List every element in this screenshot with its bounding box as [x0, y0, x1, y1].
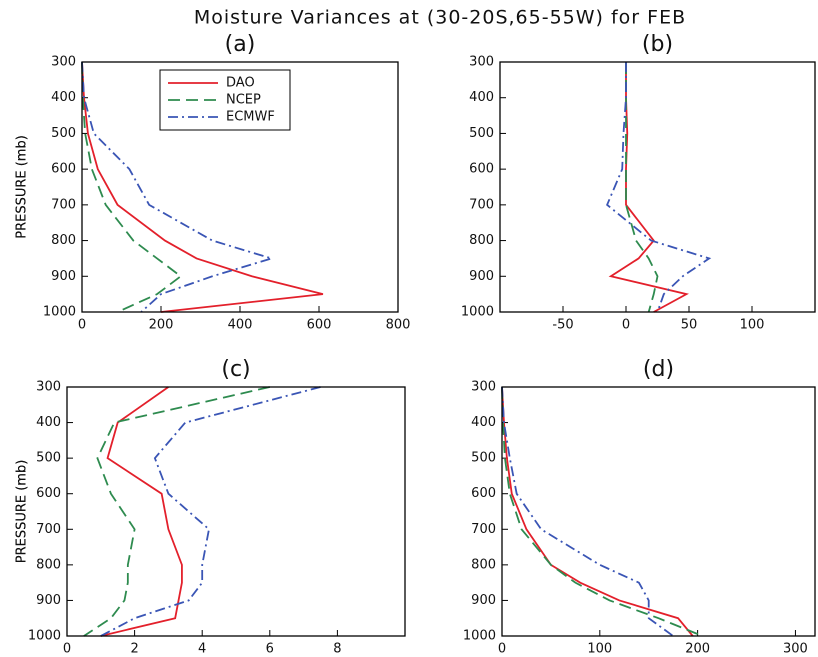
y-tick-label: 900 [469, 269, 494, 284]
plot-frame [66, 386, 406, 637]
y-tick-label: 400 [469, 90, 494, 105]
y-tick-label: 900 [51, 269, 76, 284]
x-tick-label: 0 [78, 318, 86, 333]
data-line [606, 62, 712, 313]
y-axis-label: PRESSURE (mb) [15, 135, 30, 239]
x-tick-label: 200 [685, 642, 710, 657]
y-tick-label: 500 [469, 126, 494, 141]
y-tick-label: 400 [36, 415, 61, 430]
x-tick-label: 200 [149, 318, 174, 333]
data-line [100, 386, 321, 637]
panel-label: (b) [642, 32, 673, 57]
y-tick-label: 1000 [43, 305, 76, 320]
y-tick-label: 500 [36, 451, 61, 466]
plot-frame [81, 61, 399, 313]
chart-title: Moisture Variances at (30-20S,65-55W) fo… [194, 7, 686, 29]
y-axis-label: PRESSURE (mb) [15, 460, 30, 564]
y-tick-label: 1000 [461, 305, 494, 320]
x-tick-label: 0 [63, 642, 71, 657]
x-tick-label: 300 [783, 642, 808, 657]
y-tick-label: 700 [36, 522, 61, 537]
legend-box [159, 69, 291, 131]
y-tick-label: 400 [471, 415, 496, 430]
x-tick-label: 100 [740, 318, 765, 333]
y-tick-label: 700 [469, 197, 494, 212]
data-line [501, 386, 703, 637]
data-line [83, 386, 271, 637]
y-tick-label: 800 [51, 233, 76, 248]
y-tick-label: 600 [51, 162, 76, 177]
y-tick-label: 600 [36, 486, 61, 501]
y-tick-label: 1000 [463, 629, 496, 644]
y-tick-label: 400 [51, 90, 76, 105]
x-tick-label: 4 [198, 642, 206, 657]
y-tick-label: 600 [471, 486, 496, 501]
y-tick-label: 300 [51, 55, 76, 70]
data-line [501, 386, 674, 637]
x-tick-label: 800 [386, 318, 411, 333]
legend-label: DAO [226, 76, 255, 91]
data-line [608, 62, 689, 313]
x-tick-label: 8 [333, 642, 341, 657]
y-tick-label: 500 [471, 451, 496, 466]
x-tick-label: 0 [498, 642, 506, 657]
y-tick-label: 900 [471, 593, 496, 608]
panel-label: (a) [225, 32, 256, 57]
data-line [81, 61, 183, 313]
data-line [625, 62, 659, 313]
data-line [100, 386, 183, 637]
y-tick-label: 1000 [28, 629, 61, 644]
y-axis-label: PRESSURE (mb) [15, 460, 30, 564]
plot-frame [499, 61, 816, 313]
x-tick-label: 100 [587, 642, 612, 657]
y-tick-label: 700 [471, 522, 496, 537]
x-tick-label: 2 [130, 642, 138, 657]
y-tick-label: 300 [469, 55, 494, 70]
y-tick-label: 300 [36, 380, 61, 395]
y-tick-label: 600 [469, 162, 494, 177]
x-tick-label: 600 [307, 318, 332, 333]
data-line [81, 61, 275, 313]
x-tick-label: 0 [622, 318, 630, 333]
data-line [501, 386, 694, 637]
legend-label: NCEP [226, 93, 261, 108]
y-tick-label: 500 [51, 126, 76, 141]
x-tick-label: 50 [681, 318, 698, 333]
plot-frame [501, 386, 816, 637]
y-tick-label: 800 [36, 557, 61, 572]
legend-label: ECMWF [226, 110, 275, 125]
y-tick-label: 700 [51, 197, 76, 212]
x-tick-label: 400 [228, 318, 253, 333]
y-tick-label: 800 [469, 233, 494, 248]
y-tick-label: 900 [36, 593, 61, 608]
y-tick-label: 800 [471, 557, 496, 572]
y-axis-label: PRESSURE (mb) [15, 135, 30, 239]
x-tick-label: 6 [266, 642, 274, 657]
y-tick-label: 300 [471, 380, 496, 395]
panel-label: (d) [643, 357, 674, 382]
data-line [81, 61, 324, 313]
panel-label: (c) [221, 357, 250, 382]
x-tick-label: -50 [552, 318, 573, 333]
